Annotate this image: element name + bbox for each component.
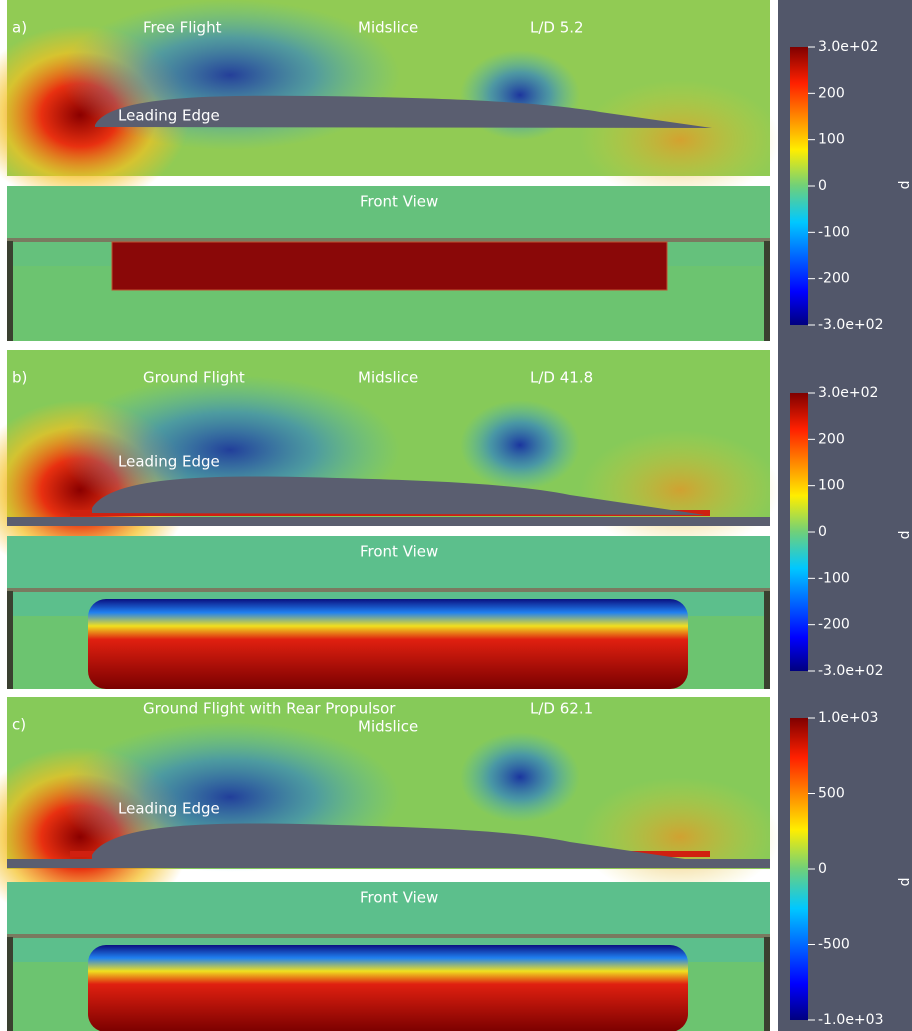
panel-title: Ground Flight with Rear Propulsor	[143, 700, 396, 718]
pressure-wake	[580, 777, 780, 897]
strut	[7, 241, 13, 341]
view-label: Midslice	[358, 718, 418, 736]
colorbar-tick-label: -100	[818, 224, 850, 240]
lift-drag-ratio: L/D 62.1	[530, 700, 593, 718]
colorbar-tick-label: -1.0e+03	[818, 1012, 883, 1028]
colorbar-tick-label: 3.0e+02	[818, 385, 878, 401]
panel: b) Ground Flight Midslice L/D 41.8 Leading E…	[0, 350, 912, 689]
colorbar	[790, 393, 808, 671]
colorbar-tick-label: 100	[818, 478, 845, 494]
body	[112, 242, 667, 290]
wing	[7, 934, 770, 938]
ground	[7, 517, 770, 526]
colorbar-axis-label: p	[897, 531, 912, 540]
colorbar	[790, 718, 808, 1020]
annotation: Leading Edge	[118, 800, 220, 818]
colorbar	[790, 47, 808, 325]
colorbar-axis-label: p	[897, 181, 912, 190]
lift-drag-ratio: L/D 5.2	[530, 19, 584, 37]
colorbar-tick-label: 3.0e+02	[818, 39, 878, 55]
lift-drag-ratio: L/D 41.8	[530, 369, 593, 387]
annotation: Leading Edge	[118, 107, 220, 125]
colorbar-tick-label: -500	[818, 937, 850, 953]
colorbar-tick-label: -100	[818, 570, 850, 586]
colorbar-tick-label: -3.0e+02	[818, 317, 883, 333]
colorbar-tick-label: 200	[818, 431, 845, 447]
strut	[7, 937, 13, 1031]
panel-label: a)	[12, 19, 27, 37]
view-label: Midslice	[358, 369, 418, 387]
pressure-wake	[580, 430, 780, 550]
colorbar-tick-label: 0	[818, 861, 827, 877]
wing	[7, 238, 770, 242]
colorbar-axis-label: p	[897, 878, 912, 887]
colorbar-tick-label: 100	[818, 132, 845, 148]
colorbar-tick-label: -200	[818, 617, 850, 633]
front-view-title: Front View	[360, 543, 438, 561]
figure: a) Free Flight Midslice L/D 5.2 Leading Edge…	[0, 0, 912, 1031]
front-view-title: Front View	[360, 889, 438, 907]
panel-title: Free Flight	[143, 19, 222, 37]
colorbar-tick-label: 0	[818, 524, 827, 540]
panel: a) Free Flight Midslice L/D 5.2 Leading Edge…	[0, 0, 912, 341]
panel-title: Ground Flight	[143, 369, 245, 387]
strut	[764, 937, 770, 1031]
colorbar-tick-label: -200	[818, 271, 850, 287]
pressure-wake	[580, 80, 780, 200]
annotation: Leading Edge	[118, 453, 220, 471]
pressure-low	[460, 732, 580, 822]
body	[88, 945, 688, 1031]
colorbar-tick-label: 1.0e+03	[818, 710, 878, 726]
colorbar-tick-label: 200	[818, 85, 845, 101]
strut	[7, 591, 13, 689]
colorbar-tick-label: 0	[818, 178, 827, 194]
panel: c) Ground Flight with Rear PropulsorMidsl…	[0, 697, 912, 1031]
wing	[7, 588, 770, 592]
pressure-low	[60, 0, 400, 150]
pressure-low	[460, 400, 580, 490]
strut	[764, 241, 770, 341]
strut	[764, 591, 770, 689]
colorbar-tick-label: -3.0e+02	[818, 663, 883, 679]
colorbar-tick-label: 500	[818, 786, 845, 802]
panel-label: c)	[12, 716, 26, 734]
panel-label: b)	[12, 369, 27, 387]
view-label: Midslice	[358, 19, 418, 37]
front-view-title: Front View	[360, 193, 438, 211]
body	[88, 599, 688, 689]
